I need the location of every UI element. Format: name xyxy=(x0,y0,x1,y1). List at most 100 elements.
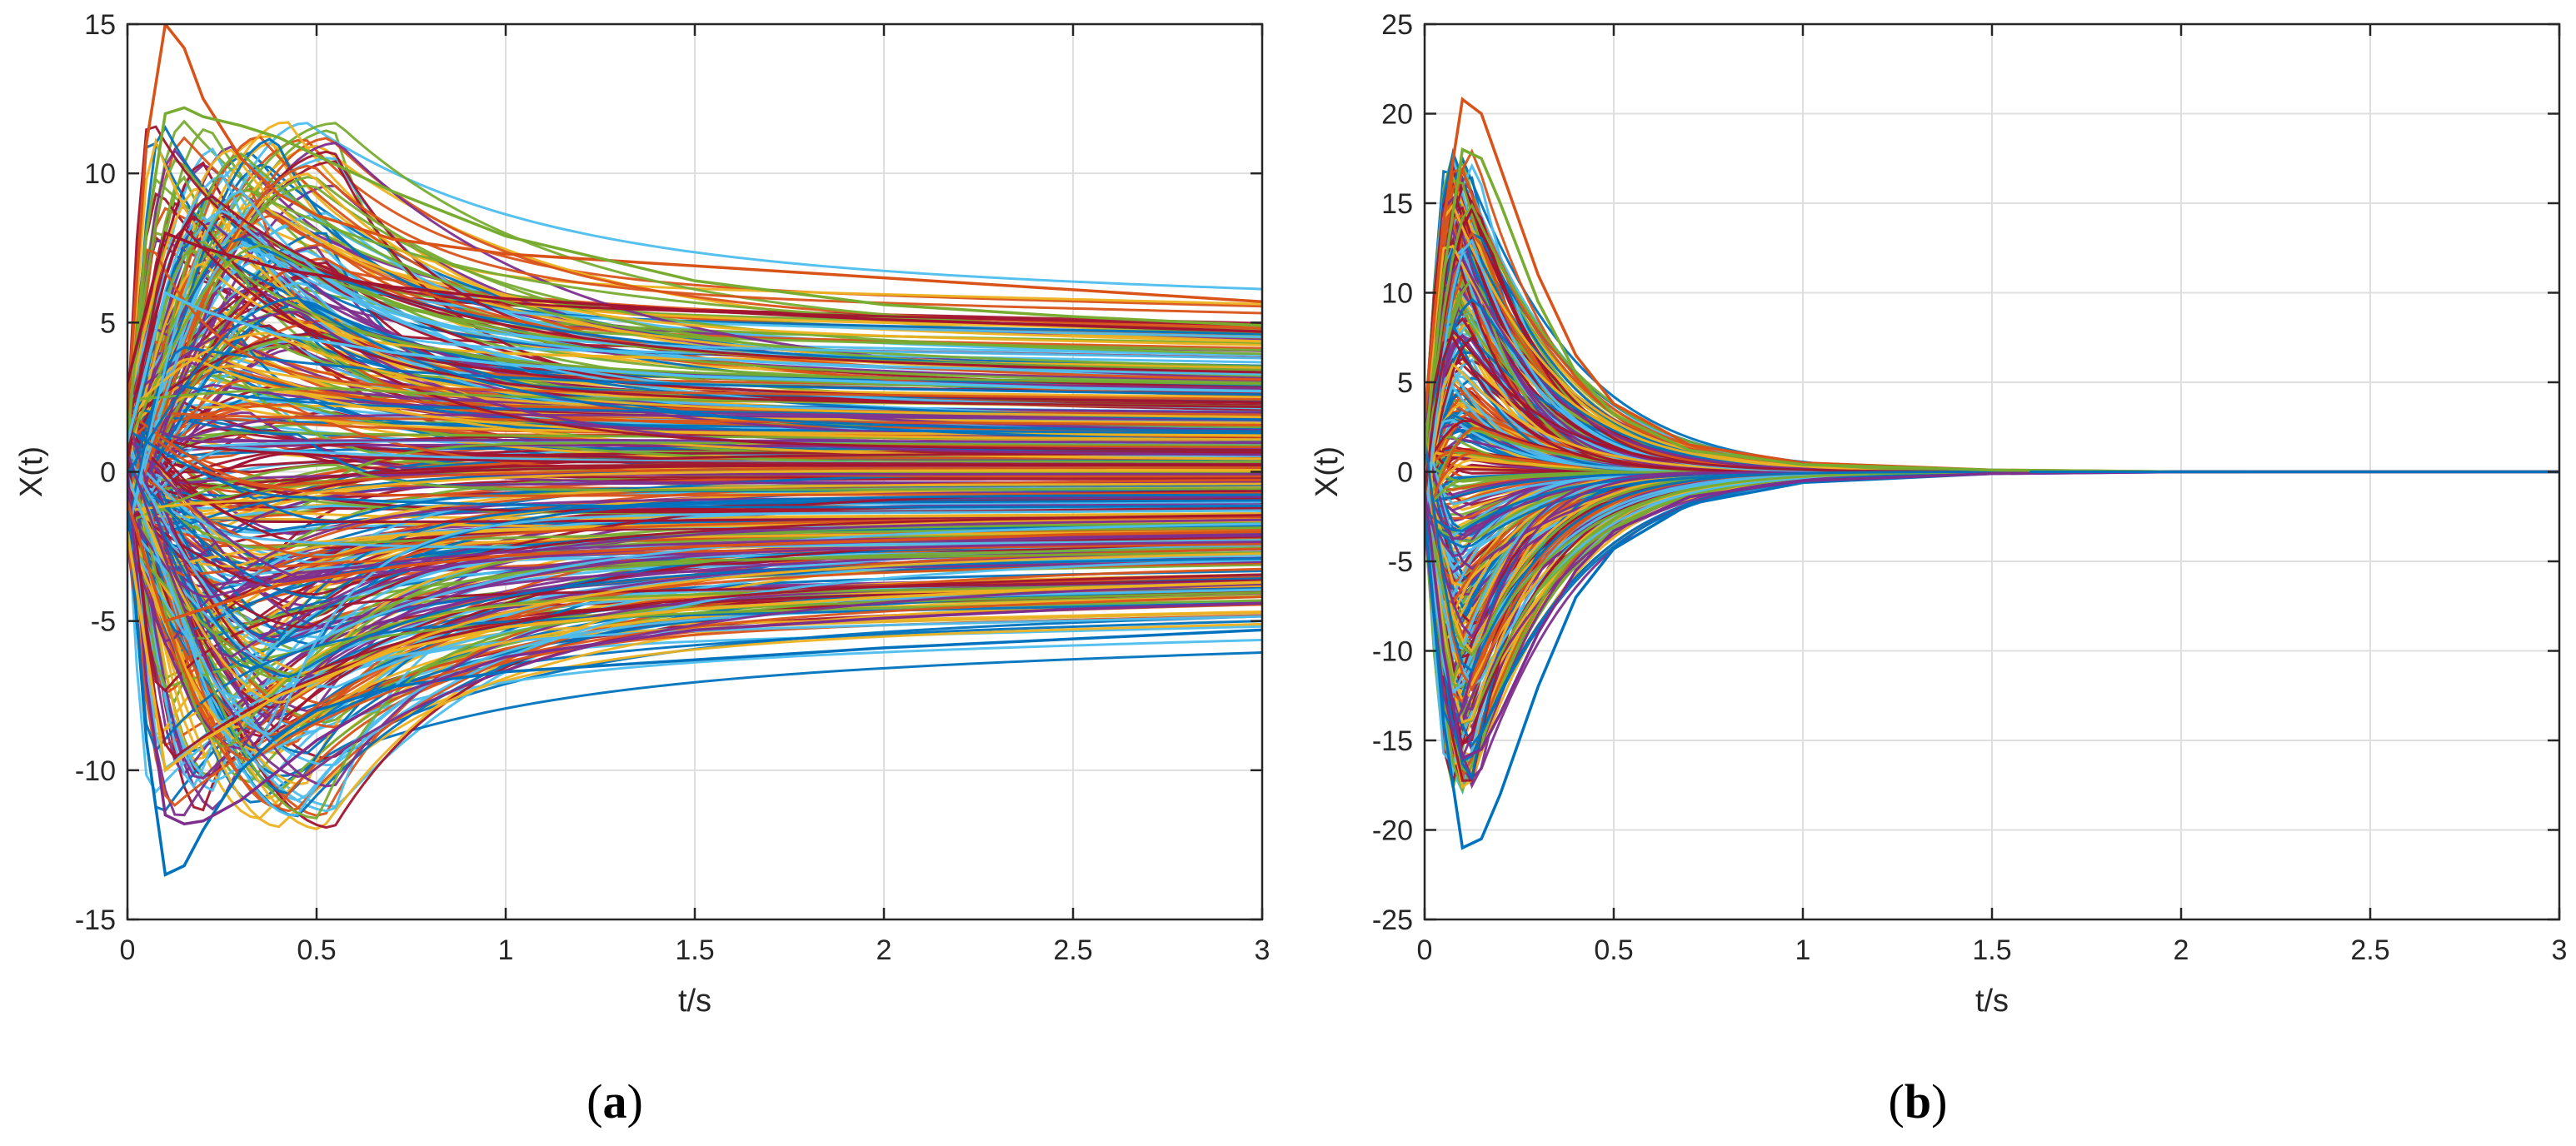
trajectory-line xyxy=(127,450,1262,820)
trajectory-line xyxy=(127,537,1262,767)
trajectory-line xyxy=(127,356,1262,441)
trajectory-line xyxy=(127,478,1262,704)
chart-a: 0 0.5 1 1.5 2 2.5 3 -15 -10 -5 0 5 10 15 t/s X(t) (a) xyxy=(14,9,1270,1129)
y-tick-label: -20 xyxy=(1372,815,1413,847)
trajectory-line xyxy=(127,428,1262,509)
trajectory-line xyxy=(127,467,1262,600)
trajectory-line xyxy=(127,137,1262,544)
x-tick-label: 0 xyxy=(120,934,136,966)
trajectory-line xyxy=(127,471,1262,753)
y-axis-label: X(t) xyxy=(1310,446,1345,497)
trajectory-line xyxy=(127,452,1262,505)
trajectory-line xyxy=(127,426,1262,503)
trajectory-line xyxy=(127,189,1262,538)
trajectory-line xyxy=(127,411,1262,487)
trajectory-line xyxy=(127,347,1262,496)
trajectory-line xyxy=(127,172,1262,491)
trajectory-line xyxy=(127,331,1262,419)
trajectory-line xyxy=(127,300,1262,513)
series-line xyxy=(127,291,1262,443)
trajectory-line xyxy=(127,451,1262,778)
x-tick-label: 0 xyxy=(1417,934,1433,966)
trajectory-line xyxy=(127,508,1262,599)
trajectory-line xyxy=(127,536,1262,750)
trajectory-line xyxy=(127,379,1262,518)
trajectory-line xyxy=(127,488,1262,738)
trajectory-line xyxy=(127,137,1262,546)
y-tick-label: 25 xyxy=(1381,9,1413,41)
x-tick-label: 3 xyxy=(2552,934,2568,966)
y-tick-label: 5 xyxy=(100,307,116,339)
trajectory-line xyxy=(127,504,1262,683)
series-group xyxy=(127,24,1262,877)
x-tick-label: 1.5 xyxy=(1972,934,2011,966)
x-axis-label: t/s xyxy=(678,984,711,1019)
y-tick-label: 5 xyxy=(1397,367,1413,399)
y-tick-label: 0 xyxy=(1397,457,1413,489)
y-tick-label: -15 xyxy=(75,904,116,936)
trajectory-line xyxy=(127,417,1262,577)
trajectory-line xyxy=(127,310,1262,456)
y-tick-label: -15 xyxy=(1372,725,1413,757)
x-tick-label: 2 xyxy=(2174,934,2189,966)
trajectory-line xyxy=(127,415,1262,445)
y-axis-label: X(t) xyxy=(14,446,49,497)
x-tick-label: 1.5 xyxy=(675,934,714,966)
trajectory-line xyxy=(127,414,1262,659)
chart-b: 0 0.5 1 1.5 2 2.5 3 -25 -20 -15 -10 -5 0 5 10 15 20 25 t/s… xyxy=(1310,9,2567,1129)
trajectory-line xyxy=(127,463,1262,524)
trajectory-line xyxy=(127,296,1262,475)
x-tick-label: 3 xyxy=(1255,934,1271,966)
trajectory-line xyxy=(127,531,1262,754)
trajectory-line xyxy=(127,164,1262,495)
trajectory-line xyxy=(127,546,1262,784)
series-line xyxy=(127,24,1262,412)
trajectory-line xyxy=(127,468,1262,512)
x-axis-label: t/s xyxy=(1975,984,2009,1019)
x-tick-label: 2.5 xyxy=(2350,934,2389,966)
y-tick-label: -5 xyxy=(1388,546,1413,578)
trajectory-line xyxy=(127,460,1262,679)
y-tick-label: 15 xyxy=(84,9,116,41)
y-tick-label: -10 xyxy=(75,755,116,787)
trajectory-line xyxy=(127,441,1262,483)
y-tick-label: 15 xyxy=(1381,188,1413,220)
trajectory-line xyxy=(127,122,1262,525)
series-line xyxy=(127,231,1262,383)
y-tick-label: 20 xyxy=(1381,99,1413,131)
y-tick-label: 0 xyxy=(100,457,116,489)
trajectory-line xyxy=(127,516,1262,640)
trajectory-line xyxy=(127,409,1262,630)
trajectory-line xyxy=(127,474,1262,736)
trajectory-line xyxy=(127,438,1262,643)
trajectory-line xyxy=(127,478,1262,585)
trajectory-line xyxy=(127,486,1262,754)
y-tick-label: -5 xyxy=(91,606,116,638)
x-tick-label: 2.5 xyxy=(1053,934,1092,966)
trajectory-line xyxy=(127,412,1262,445)
series-line xyxy=(127,471,1262,826)
series-line xyxy=(1425,147,2559,474)
trajectory-line xyxy=(127,241,1262,451)
panel-label: (b) xyxy=(1889,1074,1948,1129)
y-tick-label: -25 xyxy=(1372,904,1413,936)
series-line xyxy=(127,106,1262,442)
trajectory-line xyxy=(127,447,1262,760)
panel-label: (a) xyxy=(587,1074,643,1129)
series-line xyxy=(1425,470,2559,761)
x-tick-label: 0.5 xyxy=(1594,934,1633,966)
series-line xyxy=(127,531,1262,774)
trajectory-line xyxy=(127,226,1262,460)
trajectory-line xyxy=(127,215,1262,465)
trajectory-line xyxy=(127,332,1262,421)
x-tick-label: 1 xyxy=(498,934,514,966)
trajectory-line xyxy=(127,346,1262,531)
trajectory-line xyxy=(127,184,1262,466)
x-tick-label: 0.5 xyxy=(297,934,336,966)
series-line xyxy=(127,501,1262,877)
trajectory-line xyxy=(127,195,1262,429)
trajectory-line xyxy=(127,506,1262,596)
trajectory-line xyxy=(127,358,1262,501)
y-tick-label: 10 xyxy=(84,158,116,190)
